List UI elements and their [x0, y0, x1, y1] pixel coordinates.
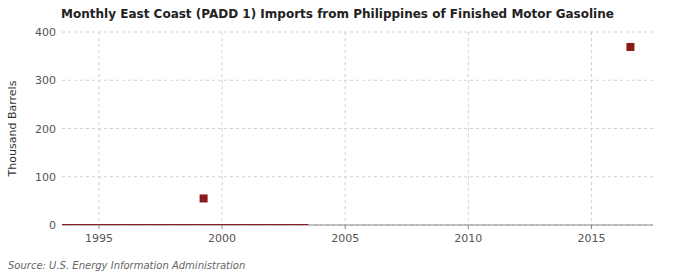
- x-tick-label: 2005: [331, 232, 359, 245]
- x-tick: [222, 225, 223, 229]
- y-tick-label: 300: [35, 74, 56, 87]
- plot-area: [62, 43, 634, 225]
- x-tick: [345, 225, 346, 229]
- x-tick-label: 2000: [208, 232, 236, 245]
- y-tick-label: 0: [49, 219, 56, 232]
- y-tick-label: 400: [35, 26, 56, 39]
- x-grid-line: [591, 32, 592, 225]
- x-tick-label: 1995: [85, 232, 113, 245]
- source-note: Source: U.S. Energy Information Administ…: [8, 260, 245, 271]
- x-grid-line: [98, 32, 99, 225]
- title: Monthly East Coast (PADD 1) Imports from…: [61, 7, 614, 21]
- y-grid-line: [62, 176, 653, 177]
- y-grid-line: [62, 128, 653, 129]
- x-grid-line: [222, 32, 223, 225]
- x-grid-line: [345, 32, 346, 225]
- x-tick: [591, 225, 592, 229]
- y-grid-line: [62, 225, 653, 226]
- chart-container: Monthly East Coast (PADD 1) Imports from…: [0, 0, 675, 275]
- y-tick-label: 100: [35, 171, 56, 184]
- series-line: [62, 224, 308, 225]
- x-tick: [468, 225, 469, 229]
- x-tick-label: 2010: [454, 232, 482, 245]
- y-grid-line: [62, 32, 653, 33]
- x-grid-line: [468, 32, 469, 225]
- y-tick-label: 200: [35, 123, 56, 136]
- x-axis-line: [62, 225, 653, 226]
- x-tick: [98, 225, 99, 229]
- data-point: [626, 43, 634, 51]
- chart: Monthly East Coast (PADD 1) Imports from…: [0, 0, 675, 275]
- grid: [62, 32, 653, 225]
- x-tick-label: 2015: [577, 232, 605, 245]
- data-point: [200, 194, 208, 202]
- y-axis-label: Thousand Barrels: [6, 80, 19, 177]
- y-grid-line: [62, 80, 653, 81]
